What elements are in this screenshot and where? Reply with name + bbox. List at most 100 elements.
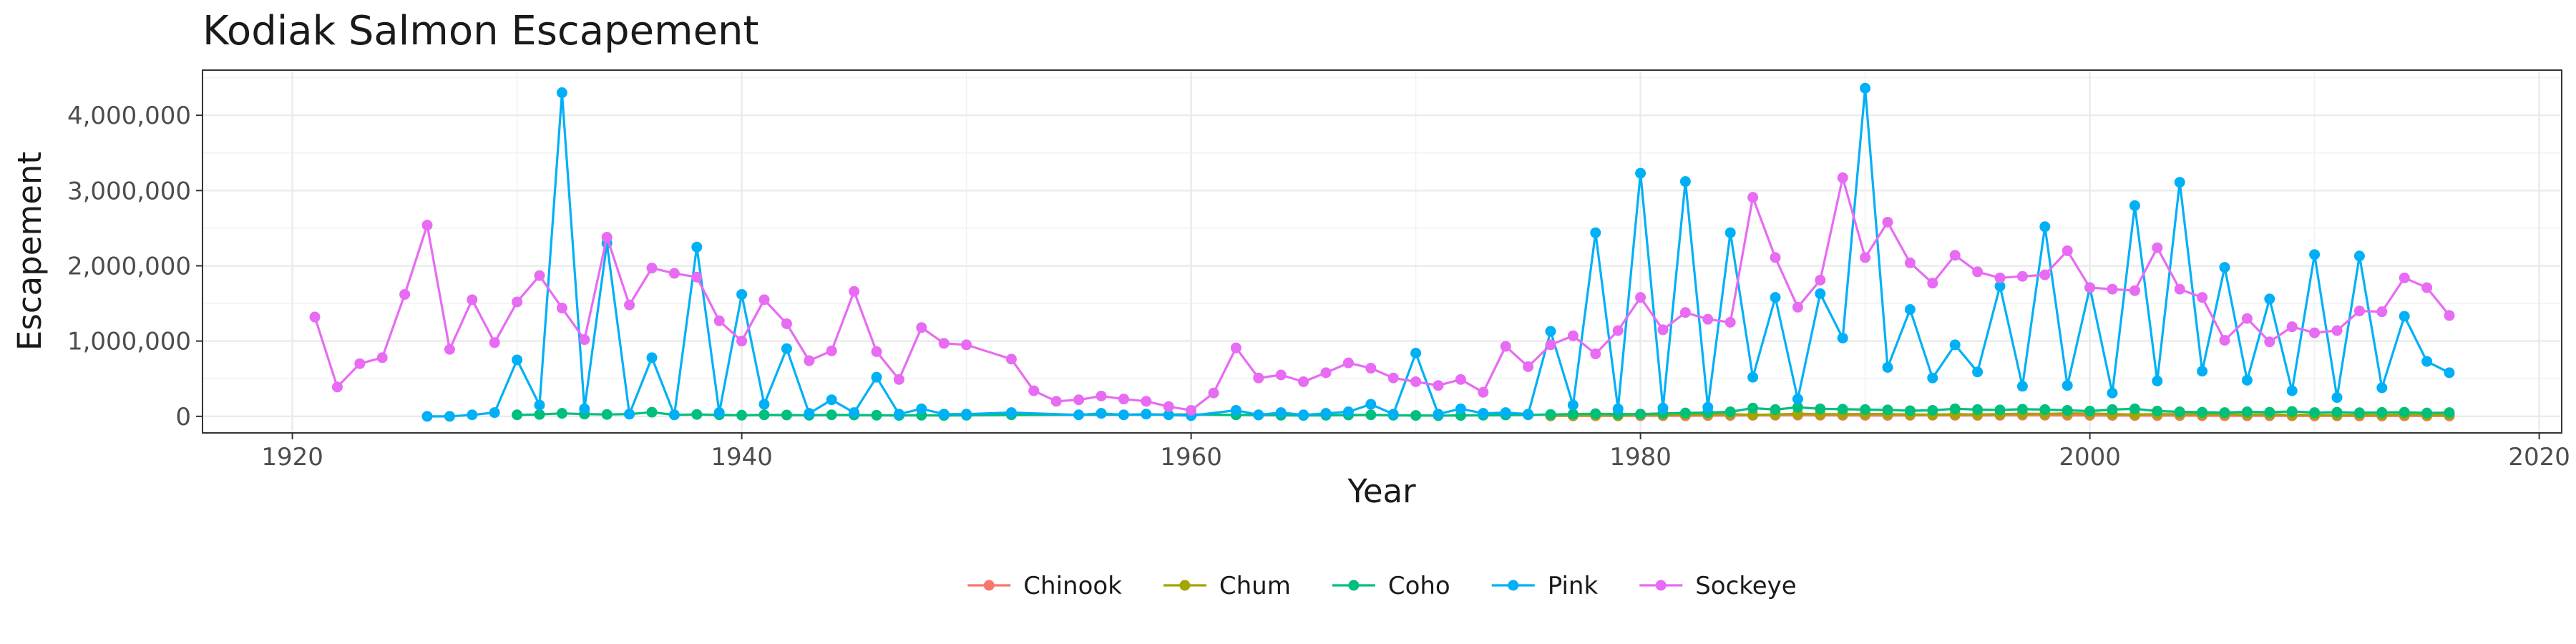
sockeye-point	[1860, 252, 1871, 263]
pink-point	[1657, 402, 1669, 414]
sockeye-point	[871, 346, 882, 357]
coho-point	[1567, 409, 1579, 420]
x-tick-label: 1960	[1160, 443, 1222, 472]
sockeye-point	[961, 339, 972, 351]
sockeye-point	[691, 271, 703, 283]
sockeye-point	[1141, 396, 1152, 407]
sockeye-point	[804, 355, 815, 366]
coho-point	[758, 409, 770, 421]
pink-point	[1275, 407, 1287, 419]
sockeye-point	[1096, 390, 1107, 401]
sockeye-point	[2016, 270, 2028, 282]
sockeye-point	[2331, 325, 2343, 336]
pink-point	[421, 411, 433, 422]
pink-point	[1837, 332, 1848, 343]
coho-point	[534, 409, 545, 420]
coho-point	[2399, 406, 2410, 418]
sockeye-point	[1073, 394, 1085, 406]
pink-point	[1387, 409, 1399, 420]
coho-point	[871, 409, 882, 421]
x-tick-label: 1920	[261, 443, 323, 472]
sockeye-point	[1612, 325, 1624, 336]
pink-point	[1747, 371, 1759, 383]
sockeye-point	[826, 345, 837, 356]
pink-point	[1163, 409, 1174, 421]
pink-point	[2129, 200, 2140, 211]
coho-point	[2376, 406, 2388, 418]
sockeye-point	[2399, 272, 2410, 283]
pink-point	[1230, 404, 1241, 416]
sockeye-point	[1433, 380, 1444, 391]
coho-point	[1365, 409, 1377, 421]
pink-point	[1141, 409, 1152, 420]
sockeye-point	[1590, 348, 1601, 360]
coho-point	[2197, 406, 2208, 418]
grid-lines	[203, 70, 2562, 433]
legend-item-chum: Chum	[1163, 572, 1291, 600]
sockeye-point	[444, 343, 455, 355]
sockeye-point	[1118, 394, 1129, 405]
x-axis-ticks: 1920 1940 1960 1980 2000 2020	[261, 433, 2570, 472]
sockeye-point	[938, 338, 950, 349]
legend-item-coho: Coho	[1332, 572, 1450, 600]
y-tick-label: 4,000,000	[67, 102, 191, 130]
sockeye-point	[646, 263, 658, 274]
sockeye-point	[1455, 374, 1466, 385]
coho-point	[2107, 404, 2118, 415]
pink-point	[2286, 385, 2298, 396]
pink-point	[804, 408, 815, 419]
pink-point	[713, 407, 725, 419]
pink-point	[2399, 311, 2410, 322]
sockeye-point	[2421, 282, 2433, 293]
coho-point	[781, 409, 792, 421]
sockeye-point	[1747, 192, 1759, 203]
sockeye-point	[1724, 316, 1736, 328]
sockeye-point	[1342, 357, 1354, 369]
legend-label-chinook: Chinook	[1023, 572, 1122, 600]
coho-point	[1949, 403, 1961, 414]
sockeye-point	[1410, 376, 1422, 387]
coho-point	[1635, 409, 1646, 420]
sockeye-point	[1208, 387, 1219, 399]
pink-point	[1770, 292, 1781, 303]
pink-point	[2444, 367, 2455, 379]
coho-point	[1904, 405, 1916, 416]
coho-point	[1590, 408, 1601, 419]
pink-point	[1410, 348, 1422, 359]
y-tick-label: 1,000,000	[67, 328, 191, 356]
sockeye-point	[376, 352, 388, 364]
pink-point	[1342, 406, 1354, 418]
pink-point	[1005, 407, 1017, 419]
sockeye-point	[624, 299, 635, 311]
sockeye-point	[2197, 292, 2208, 303]
pink-point	[2331, 392, 2343, 404]
pink-point	[781, 343, 792, 354]
coho-point	[1410, 410, 1422, 421]
sockeye-point	[354, 358, 366, 369]
pink-point	[1298, 409, 1309, 421]
sockeye-point	[1994, 272, 2006, 283]
pink-point	[1815, 288, 1826, 299]
coho-point	[2084, 405, 2096, 416]
y-tick-label: 0	[175, 403, 191, 431]
coho-point	[646, 406, 658, 418]
sockeye-point	[2241, 313, 2253, 324]
x-tick-label: 2000	[2059, 443, 2121, 472]
pink-point	[2376, 382, 2388, 394]
pink-point	[826, 394, 837, 406]
coho-point	[691, 409, 703, 420]
plot-border	[202, 69, 2562, 434]
sockeye-point	[2376, 306, 2388, 318]
coho-point	[736, 409, 748, 421]
sockeye-point	[2174, 283, 2185, 295]
coho-point	[1770, 404, 1781, 415]
pink-point	[1882, 361, 1893, 373]
sockeye-point	[2353, 306, 2365, 317]
sockeye-point	[2286, 321, 2298, 333]
sockeye-point	[421, 220, 433, 231]
coho-point	[2016, 404, 2028, 415]
pink-point	[2152, 375, 2163, 386]
legend-item-chinook: Chinook	[967, 572, 1122, 600]
legend-label-pink: Pink	[1548, 572, 1599, 600]
series-pink	[421, 82, 2455, 422]
